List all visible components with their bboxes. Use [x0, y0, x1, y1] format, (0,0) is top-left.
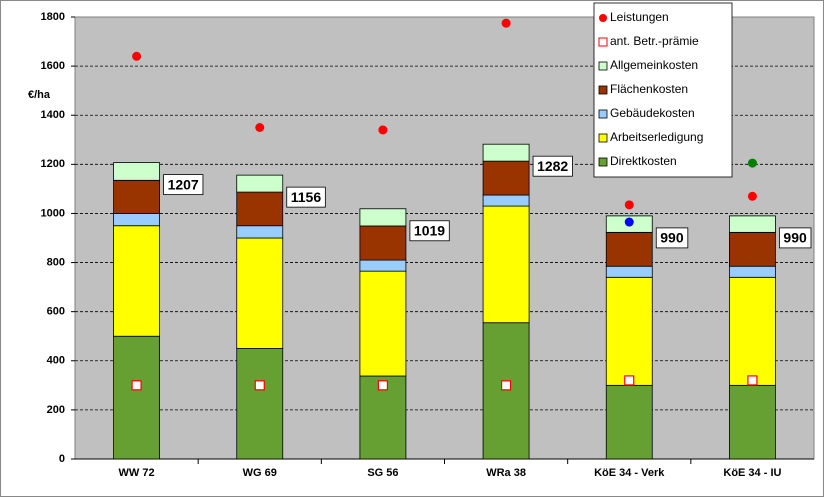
bar-segment	[605, 384, 653, 460]
marker-dot	[378, 125, 388, 135]
legend-swatch	[598, 157, 608, 167]
marker-square	[131, 380, 142, 391]
bar-segment	[729, 276, 776, 386]
legend-swatch	[598, 85, 608, 95]
y-tick-label: 0	[59, 453, 65, 465]
bar-segment	[113, 225, 160, 337]
bar-segment	[729, 265, 776, 278]
legend-swatch	[598, 133, 608, 143]
bar-segment	[236, 237, 284, 349]
total-label: 1207	[168, 176, 199, 192]
legend-swatch	[598, 37, 608, 47]
total-label-box	[409, 220, 450, 242]
marker-dot	[501, 18, 511, 28]
marker-square	[624, 375, 635, 386]
bar-segment	[359, 225, 407, 261]
bar-segment	[236, 348, 284, 460]
bar-segment	[113, 213, 160, 227]
total-label: 990	[783, 230, 807, 246]
legend-label: ant. Betr.-prämie	[610, 34, 699, 48]
legend-label: Arbeitserledigung	[610, 130, 703, 144]
y-tick-label: 1800	[41, 11, 65, 23]
bar-segment	[113, 179, 160, 214]
y-tick-label: 800	[47, 256, 65, 268]
y-tick-label: 200	[47, 404, 65, 416]
bar-segment	[113, 162, 160, 181]
legend-label: Leistungen	[610, 10, 669, 24]
y-tick-label: 600	[47, 306, 65, 318]
marker-square	[377, 380, 389, 391]
total-label-box	[286, 186, 326, 208]
total-label: 1019	[414, 222, 445, 238]
marker-dot	[747, 158, 757, 168]
y-tick-label: 1600	[41, 60, 65, 72]
total-label: 1156	[291, 189, 322, 205]
x-tick-label: SG 56	[367, 467, 398, 479]
total-label: 1282	[537, 158, 568, 174]
total-label-box	[532, 155, 573, 177]
bar-segment	[359, 259, 407, 272]
marker-square	[500, 380, 512, 391]
bar-segment	[729, 384, 776, 460]
y-axis-label: €/ha	[28, 89, 51, 101]
bar-segment	[729, 231, 776, 267]
legend-label: Flächenkosten	[610, 82, 688, 96]
bar-segment	[113, 335, 160, 460]
bar-segment	[359, 270, 407, 377]
marker-square	[254, 380, 265, 391]
bar-segment	[482, 194, 530, 207]
x-tick-label: WRa 38	[486, 467, 526, 479]
x-tick-label: KöE 34 - Verk	[594, 467, 665, 479]
bar-segment	[482, 322, 530, 460]
y-tick-label: 400	[47, 355, 65, 367]
legend-swatch	[598, 109, 608, 119]
legend-swatch	[598, 61, 608, 71]
legend-label: Gebäudekosten	[610, 106, 695, 120]
bar-segment	[236, 191, 284, 227]
legend-swatch	[599, 14, 607, 22]
bar-segment	[482, 205, 530, 324]
total-label: 990	[660, 230, 684, 246]
bar-segment	[605, 265, 653, 278]
marker-dot	[132, 51, 142, 61]
bar-segment	[605, 231, 653, 267]
legend	[593, 2, 733, 178]
x-tick-label: WG 69	[243, 467, 277, 479]
total-label-box	[655, 227, 689, 249]
bar-segment	[729, 215, 776, 233]
marker-dot	[624, 217, 634, 227]
legend-label: Allgemeinkosten	[610, 58, 698, 72]
x-tick-label: WW 72	[119, 467, 155, 479]
total-label-box	[779, 227, 812, 249]
marker-square	[747, 375, 758, 386]
bar-segment	[236, 174, 284, 193]
bar-segment	[482, 143, 530, 162]
y-tick-label: 1000	[41, 207, 65, 219]
total-label-box	[163, 174, 204, 196]
x-tick-label: KöE 34 - IU	[723, 467, 781, 479]
marker-dot	[255, 123, 265, 132]
bar-segment	[359, 208, 407, 227]
legend-label: Direktkosten	[610, 154, 677, 168]
marker-dot	[624, 200, 634, 210]
marker-dot	[747, 191, 757, 201]
y-tick-label: 1200	[41, 158, 65, 170]
bar-segment	[236, 225, 284, 239]
y-tick-label: 1400	[41, 109, 65, 121]
bar-segment	[482, 160, 530, 196]
bar-segment	[605, 276, 653, 386]
